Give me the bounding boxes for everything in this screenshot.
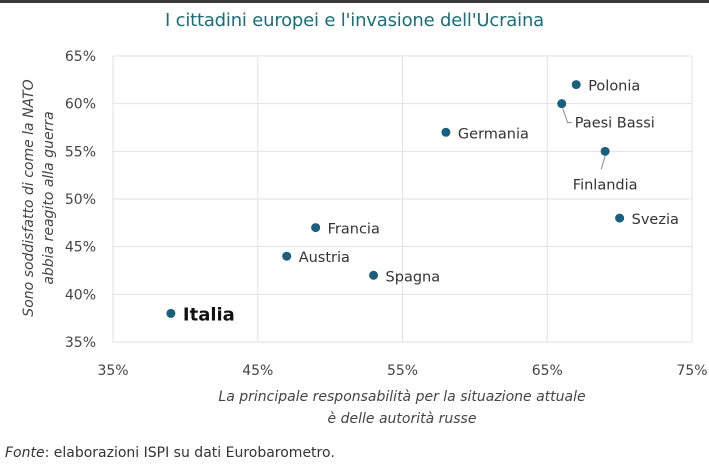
grid-lines xyxy=(112,55,693,343)
x-tick-label: 45% xyxy=(242,363,273,379)
y-axis-title-line-2: abbia reagito alla guerra xyxy=(41,111,57,284)
y-tick-labels: 35% 40% 45% 50% 55% 60% 65% xyxy=(65,49,96,351)
point-label: Spagna xyxy=(386,269,441,285)
data-points xyxy=(166,80,625,318)
data-point-finlandia xyxy=(600,146,610,156)
x-axis-title-line-2: è delle autorità russe xyxy=(328,411,477,427)
data-point-italia xyxy=(166,308,176,318)
y-tick-label: 45% xyxy=(65,240,96,256)
leader-line xyxy=(600,156,606,170)
leader-lines xyxy=(562,108,606,170)
y-axis-title-line-1: Sono soddisfatto di come la NATO xyxy=(21,79,37,316)
point-label: Francia xyxy=(328,222,380,238)
x-tick-label: 35% xyxy=(97,363,128,379)
point-label: Italia xyxy=(183,304,235,325)
top-border xyxy=(0,0,709,3)
x-tick-label: 65% xyxy=(532,363,563,379)
y-tick-label: 50% xyxy=(65,192,96,208)
point-label: Svezia xyxy=(632,212,679,228)
data-point-germania xyxy=(441,127,451,137)
source-text: : elaborazioni ISPI su dati Eurobarometr… xyxy=(44,445,335,461)
x-tick-label: 75% xyxy=(676,363,707,379)
data-point-spagna xyxy=(369,270,379,280)
point-label: Finlandia xyxy=(573,177,638,193)
point-label: Germania xyxy=(458,126,529,142)
source-prefix: Fonte xyxy=(5,445,45,461)
y-tick-label: 65% xyxy=(65,49,96,65)
data-point-polonia xyxy=(571,80,581,90)
data-point-paesi-bassi xyxy=(557,99,567,109)
data-point-austria xyxy=(282,251,292,261)
point-labels: Polonia Paesi Bassi Germania Finlandia Svezi… xyxy=(183,79,679,326)
chart-title: I cittadini europei e l'invasione dell'U… xyxy=(165,10,544,31)
x-tick-labels: 35% 45% 55% 65% 75% xyxy=(97,363,707,379)
leader-line xyxy=(562,108,572,124)
data-point-francia xyxy=(311,223,321,233)
data-point-svezia xyxy=(615,213,625,223)
x-tick-label: 55% xyxy=(387,363,418,379)
y-tick-label: 40% xyxy=(65,287,96,303)
y-tick-label: 55% xyxy=(65,144,96,160)
point-label: Polonia xyxy=(588,79,640,95)
y-tick-label: 60% xyxy=(65,97,96,113)
point-label: Austria xyxy=(299,250,350,266)
y-tick-label: 35% xyxy=(65,335,96,351)
x-axis-title-line-1: La principale responsabilità per la situ… xyxy=(218,389,585,405)
source-note: Fonte: elaborazioni ISPI su dati Eurobar… xyxy=(5,445,335,461)
point-label: Paesi Bassi xyxy=(575,116,655,132)
